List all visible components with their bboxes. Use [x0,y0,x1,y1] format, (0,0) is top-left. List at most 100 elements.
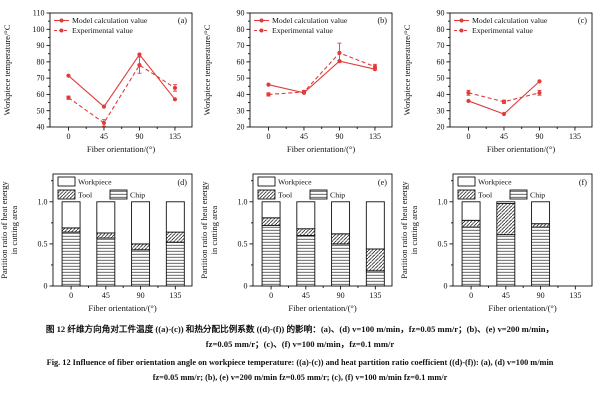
axis-labels: 0 0.5 1.0 0 45 90 135 Fiber orientation/(°) Part… [0,180,181,313]
svg-text:Experimental value: Experimental value [272,26,333,35]
svg-text:135: 135 [169,291,181,300]
svg-text:Workpiece temperature/°C: Workpiece temperature/°C [402,24,412,115]
svg-text:70: 70 [237,41,245,50]
svg-text:50: 50 [437,74,445,83]
panel-label: (b) [377,16,387,25]
svg-text:0: 0 [466,132,470,141]
panel-label: (c) [578,16,587,25]
svg-text:80: 80 [37,57,45,66]
svg-text:0: 0 [69,291,73,300]
svg-text:Workpiece: Workpiece [78,177,112,186]
caption-english-line1: Fig. 12 Influence of fiber orientation a… [46,358,554,367]
svg-text:0.5: 0.5 [38,239,48,248]
caption-english-line2: fz=0.05 mm/r; (b), (e) v=200 m/min fz=0.… [152,373,448,382]
svg-text:40: 40 [237,90,245,99]
svg-text:20: 20 [237,123,245,132]
chart-b-svg: 20 30 40 50 60 70 80 90 0 45 90 135 Fiber orientatio… [202,9,393,154]
svg-text:Chip: Chip [530,190,545,199]
axes [46,12,193,131]
chart-a-svg: 40 50 60 70 80 90 100 110 0 45 90 135 Fiber orientat… [2,9,193,154]
svg-text:40: 40 [437,90,445,99]
svg-text:60: 60 [237,57,245,66]
svg-text:0: 0 [266,132,270,141]
svg-text:30: 30 [437,106,445,115]
series-experimental [66,56,178,127]
axes [449,173,593,290]
caption-chinese-line2: fz=0.05 mm/r；(c)、(f) v=100 m/min，fz=0.1 … [205,339,395,349]
axes [249,173,393,290]
panel-label: (d) [177,178,187,187]
panel-d-bar-chart: 0 0.5 1.0 0 45 90 135 Fiber orientation/(°) Part… [0,160,200,320]
svg-text:Fiber orientation/(°): Fiber orientation/(°) [87,144,155,154]
axis-labels: 20 30 40 50 60 70 80 90 0 45 90 135 Fiber orientatio… [202,9,381,154]
svg-text:0: 0 [469,291,473,300]
svg-text:60: 60 [37,90,45,99]
svg-text:Experimental value: Experimental value [72,26,133,35]
svg-text:60: 60 [437,57,445,66]
svg-text:0.5: 0.5 [438,239,448,248]
svg-text:Experimental value: Experimental value [472,26,533,35]
svg-text:in cutting area: in cutting area [9,205,19,254]
svg-text:Tool: Tool [78,190,93,199]
chart-e-svg: 0 0.5 1.0 0 45 90 135 Fiber orientation/(°) Part… [200,173,393,313]
panel-b-line-chart: 20 30 40 50 60 70 80 90 0 45 90 135 Fiber orientatio… [200,0,400,160]
svg-text:135: 135 [369,291,381,300]
chart-d-svg: 0 0.5 1.0 0 45 90 135 Fiber orientation/(°) Part… [0,173,193,313]
svg-text:20: 20 [437,123,445,132]
svg-text:70: 70 [437,41,445,50]
svg-text:Fiber orientation/(°): Fiber orientation/(°) [487,144,555,154]
chart-c-svg: 20 30 40 50 60 70 80 90 0 45 90 135 Fiber orientatio… [402,9,593,154]
svg-text:135: 135 [569,291,581,300]
svg-text:Tool: Tool [478,190,493,199]
svg-text:Chip: Chip [330,190,345,199]
svg-text:0: 0 [44,282,48,291]
svg-text:45: 45 [300,132,308,141]
svg-text:Model calculation value: Model calculation value [272,16,348,25]
panel-a-line-chart: 40 50 60 70 80 90 100 110 0 45 90 135 Fiber orientat… [0,0,200,160]
figure-captions: 图 12 纤维方向角对工件温度 ((a)-(c)) 和热分配比例系数 ((d)-… [0,322,600,385]
svg-text:Tool: Tool [278,190,293,199]
svg-text:0: 0 [244,282,248,291]
svg-text:Model calculation value: Model calculation value [72,16,148,25]
svg-text:Partition ratio of heat energy: Partition ratio of heat energy [200,180,209,278]
panel-label: (a) [178,16,187,25]
panel-c-line-chart: 20 30 40 50 60 70 80 90 0 45 90 135 Fiber orientatio… [400,0,600,160]
svg-text:45: 45 [100,132,108,141]
svg-text:Fiber orientation/(°): Fiber orientation/(°) [287,144,355,154]
stacked-bars [61,201,185,287]
svg-text:0: 0 [269,291,273,300]
svg-text:110: 110 [33,9,45,18]
series-model [266,58,378,95]
panel-f-bar-chart: 0 0.5 1.0 0 45 90 135 Fiber orientation/(°) Part… [400,160,600,320]
svg-text:Chip: Chip [130,190,145,199]
svg-text:Partition ratio of heat energy: Partition ratio of heat energy [0,180,9,278]
svg-text:0: 0 [66,132,70,141]
legend: Workpiece Tool Chip [257,176,345,200]
svg-text:1.0: 1.0 [38,197,48,206]
svg-text:80: 80 [237,25,245,34]
svg-text:90: 90 [237,9,245,18]
svg-text:Workpiece: Workpiece [478,177,512,186]
svg-text:80: 80 [437,25,445,34]
series-experimental [466,89,542,104]
svg-text:45: 45 [502,291,510,300]
svg-text:90: 90 [37,41,45,50]
svg-text:Fiber orientation/(°): Fiber orientation/(°) [288,303,356,313]
svg-text:Workpiece temperature/°C: Workpiece temperature/°C [2,24,12,115]
axis-labels: 0 0.5 1.0 0 45 90 135 Fiber orientation/(°) Part… [400,180,581,313]
panel-e-bar-chart: 0 0.5 1.0 0 45 90 135 Fiber orientation/(°) Part… [200,160,400,320]
svg-text:Partition ratio of heat energy: Partition ratio of heat energy [400,180,409,278]
svg-text:Fiber orientation/(°): Fiber orientation/(°) [88,303,156,313]
svg-text:135: 135 [369,132,381,141]
svg-text:90: 90 [537,291,545,300]
chart-f-svg: 0 0.5 1.0 0 45 90 135 Fiber orientation/(°) Part… [400,173,593,313]
svg-text:0.5: 0.5 [238,239,248,248]
svg-text:30: 30 [237,106,245,115]
svg-text:90: 90 [135,132,143,141]
axis-labels: 20 30 40 50 60 70 80 90 0 45 90 135 Fiber orientatio… [402,9,581,154]
svg-text:45: 45 [500,132,508,141]
